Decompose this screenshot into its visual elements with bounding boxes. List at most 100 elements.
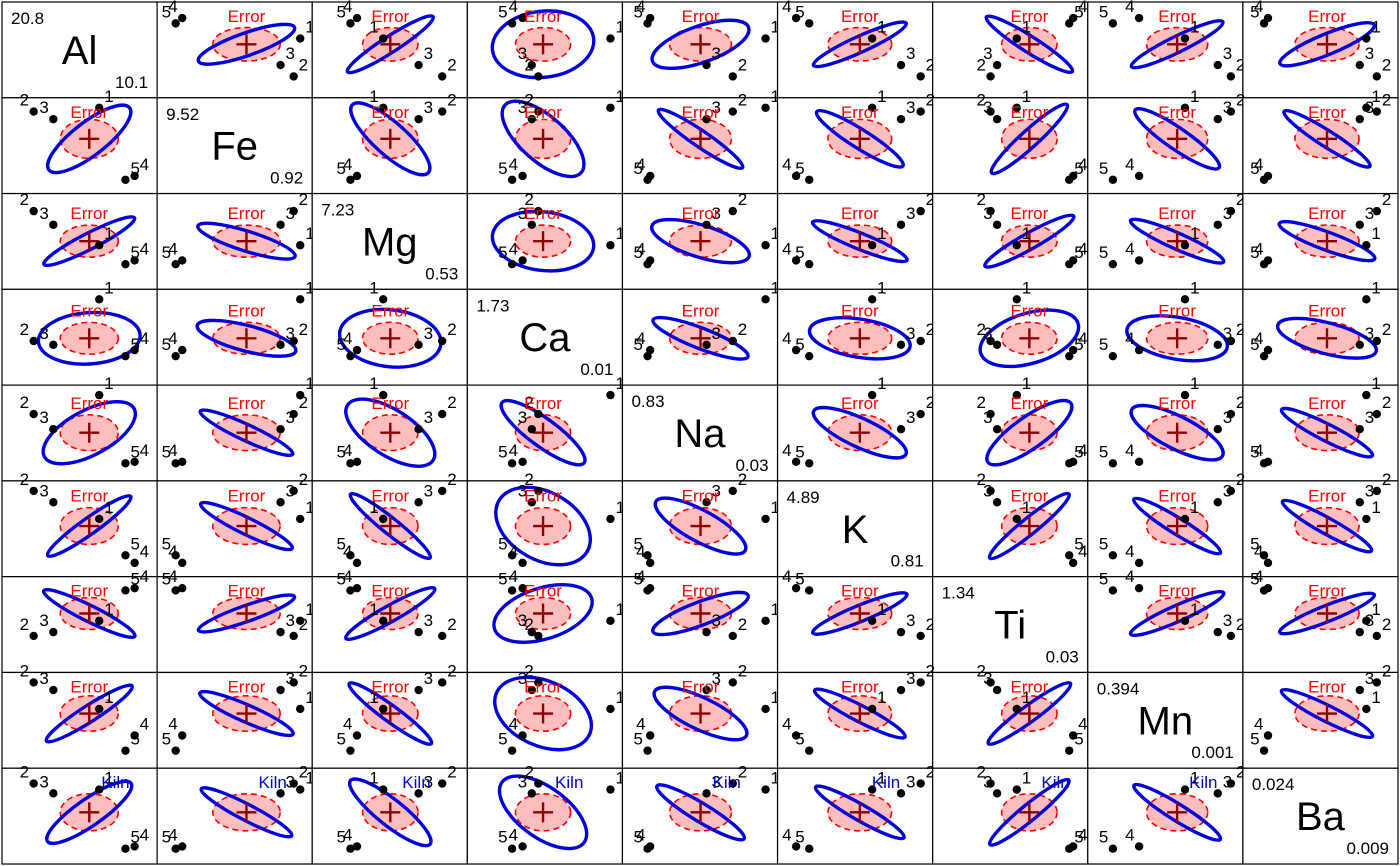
observation-label-1: 1 <box>877 600 886 619</box>
observation-point-3 <box>1213 498 1222 507</box>
observation-point-1 <box>95 514 104 524</box>
observation-point-3 <box>276 60 285 70</box>
error-label: Error <box>1010 103 1048 122</box>
observation-point-1 <box>296 785 305 794</box>
observation-point-2 <box>534 206 543 216</box>
observation-point-5 <box>805 351 814 361</box>
hypothesis-ellipse <box>989 102 1070 176</box>
observation-point-2 <box>916 72 925 81</box>
panel-Na-vs-Mg: 1 23 45 Error <box>311 374 468 482</box>
observation-point-1 <box>1362 34 1371 43</box>
panel-border <box>466 288 624 386</box>
observation-point-1 <box>606 616 615 625</box>
observation-point-2 <box>438 678 447 687</box>
panel-border <box>932 576 1089 674</box>
observation-label-3: 3 <box>1365 324 1374 343</box>
observation-label-3: 3 <box>424 669 433 688</box>
observation-label-5: 5 <box>634 335 643 354</box>
panel-Al-vs-Na: 1 23 45 Error <box>621 0 780 99</box>
observation-label-4: 4 <box>140 542 149 561</box>
observation-label-4: 4 <box>1125 825 1134 844</box>
variable-min-Ti: 0.03 <box>1046 647 1079 666</box>
observation-point-3 <box>49 627 58 637</box>
panel-Mg-vs-Mg: Mg 7.23 0.53 <box>311 192 468 290</box>
variable-name-Na: Na <box>674 412 726 456</box>
panel-Na-vs-Ba: 123 45 Error <box>1242 374 1399 482</box>
hypothesis-label: Kiln <box>101 773 129 792</box>
observation-point-5 <box>507 551 517 560</box>
observation-point-5 <box>121 351 130 361</box>
error-label: Error <box>228 204 266 223</box>
observation-point-2 <box>438 779 447 788</box>
observation-point-5 <box>507 459 517 468</box>
observation-point-5 <box>1065 351 1074 361</box>
observation-label-5: 5 <box>795 335 804 354</box>
panel-Mn-vs-Fe: 1 23 45 Error <box>156 661 315 769</box>
observation-point-3 <box>702 60 711 70</box>
observation-point-2 <box>289 678 298 687</box>
observation-point-2 <box>728 107 737 116</box>
variable-max-Na: 0.83 <box>631 392 664 411</box>
panel-Mg-vs-K: 1 23 4 5 Error <box>776 190 935 290</box>
observation-point-1 <box>867 103 877 112</box>
panel-Na-vs-Al: 1 23 45 Error <box>1 374 158 482</box>
panel-Mg-vs-Mn: 1 23 45 Error <box>1087 190 1245 290</box>
observation-point-5 <box>507 746 517 755</box>
observation-point-3 <box>527 114 536 124</box>
observation-label-1: 1 <box>369 769 378 788</box>
observation-point-1 <box>296 295 305 304</box>
observation-label-3: 3 <box>983 204 992 223</box>
observation-point-5 <box>346 351 355 361</box>
observation-label-3: 3 <box>39 98 48 117</box>
observation-point-3 <box>1355 498 1364 507</box>
observation-label-5: 5 <box>130 534 139 553</box>
observation-label-2: 2 <box>1236 763 1245 782</box>
hypothesis-ellipse <box>653 496 748 556</box>
observation-label-4: 4 <box>509 567 518 586</box>
variable-name-K: K <box>842 508 869 552</box>
observation-point-1 <box>1012 34 1021 43</box>
observation-point-3 <box>992 789 1002 798</box>
observation-label-3: 3 <box>1223 44 1232 63</box>
error-label: Error <box>524 7 562 26</box>
panel-Na-vs-Mn: 1 23 45 Error <box>1087 374 1245 482</box>
observation-point-5 <box>507 19 517 28</box>
observation-point-2 <box>916 779 925 788</box>
error-label: Error <box>371 582 409 601</box>
observation-label-3: 3 <box>983 772 992 791</box>
hypothesis-ellipse <box>1128 589 1226 638</box>
variable-min-Ca: 0.01 <box>580 360 613 379</box>
observation-point-3 <box>702 220 711 229</box>
observation-label-5: 5 <box>634 243 643 262</box>
observation-point-4 <box>130 731 139 740</box>
observation-point-5 <box>171 259 180 269</box>
observation-point-3 <box>896 627 906 637</box>
observation-label-3: 3 <box>712 44 721 63</box>
observation-point-4 <box>178 583 187 593</box>
observation-label-1: 1 <box>1190 18 1199 37</box>
observation-label-1: 1 <box>369 374 378 393</box>
observation-label-1: 1 <box>1022 374 1031 393</box>
observation-label-4: 4 <box>1125 0 1134 16</box>
observation-label-3: 3 <box>424 772 433 791</box>
observation-point-2 <box>1226 206 1236 216</box>
observation-label-5: 5 <box>336 534 345 553</box>
observation-label-4: 4 <box>168 239 177 258</box>
observation-point-3 <box>276 425 285 434</box>
observation-point-1 <box>606 103 615 112</box>
observation-point-2 <box>438 107 447 116</box>
error-label: Error <box>1308 301 1346 320</box>
error-label: Error <box>682 487 720 506</box>
observation-label-3: 3 <box>983 98 992 117</box>
error-label: Error <box>841 582 879 601</box>
observation-label-5: 5 <box>130 243 139 262</box>
observation-point-3 <box>896 789 906 798</box>
observation-point-5 <box>1108 259 1118 269</box>
observation-label-3: 3 <box>39 611 48 630</box>
observation-label-5: 5 <box>130 730 139 749</box>
observation-label-2: 2 <box>977 91 986 110</box>
observation-label-3: 3 <box>286 669 295 688</box>
observation-point-1 <box>867 704 877 714</box>
observation-point-3 <box>527 425 536 434</box>
observation-label-3: 3 <box>39 204 48 223</box>
